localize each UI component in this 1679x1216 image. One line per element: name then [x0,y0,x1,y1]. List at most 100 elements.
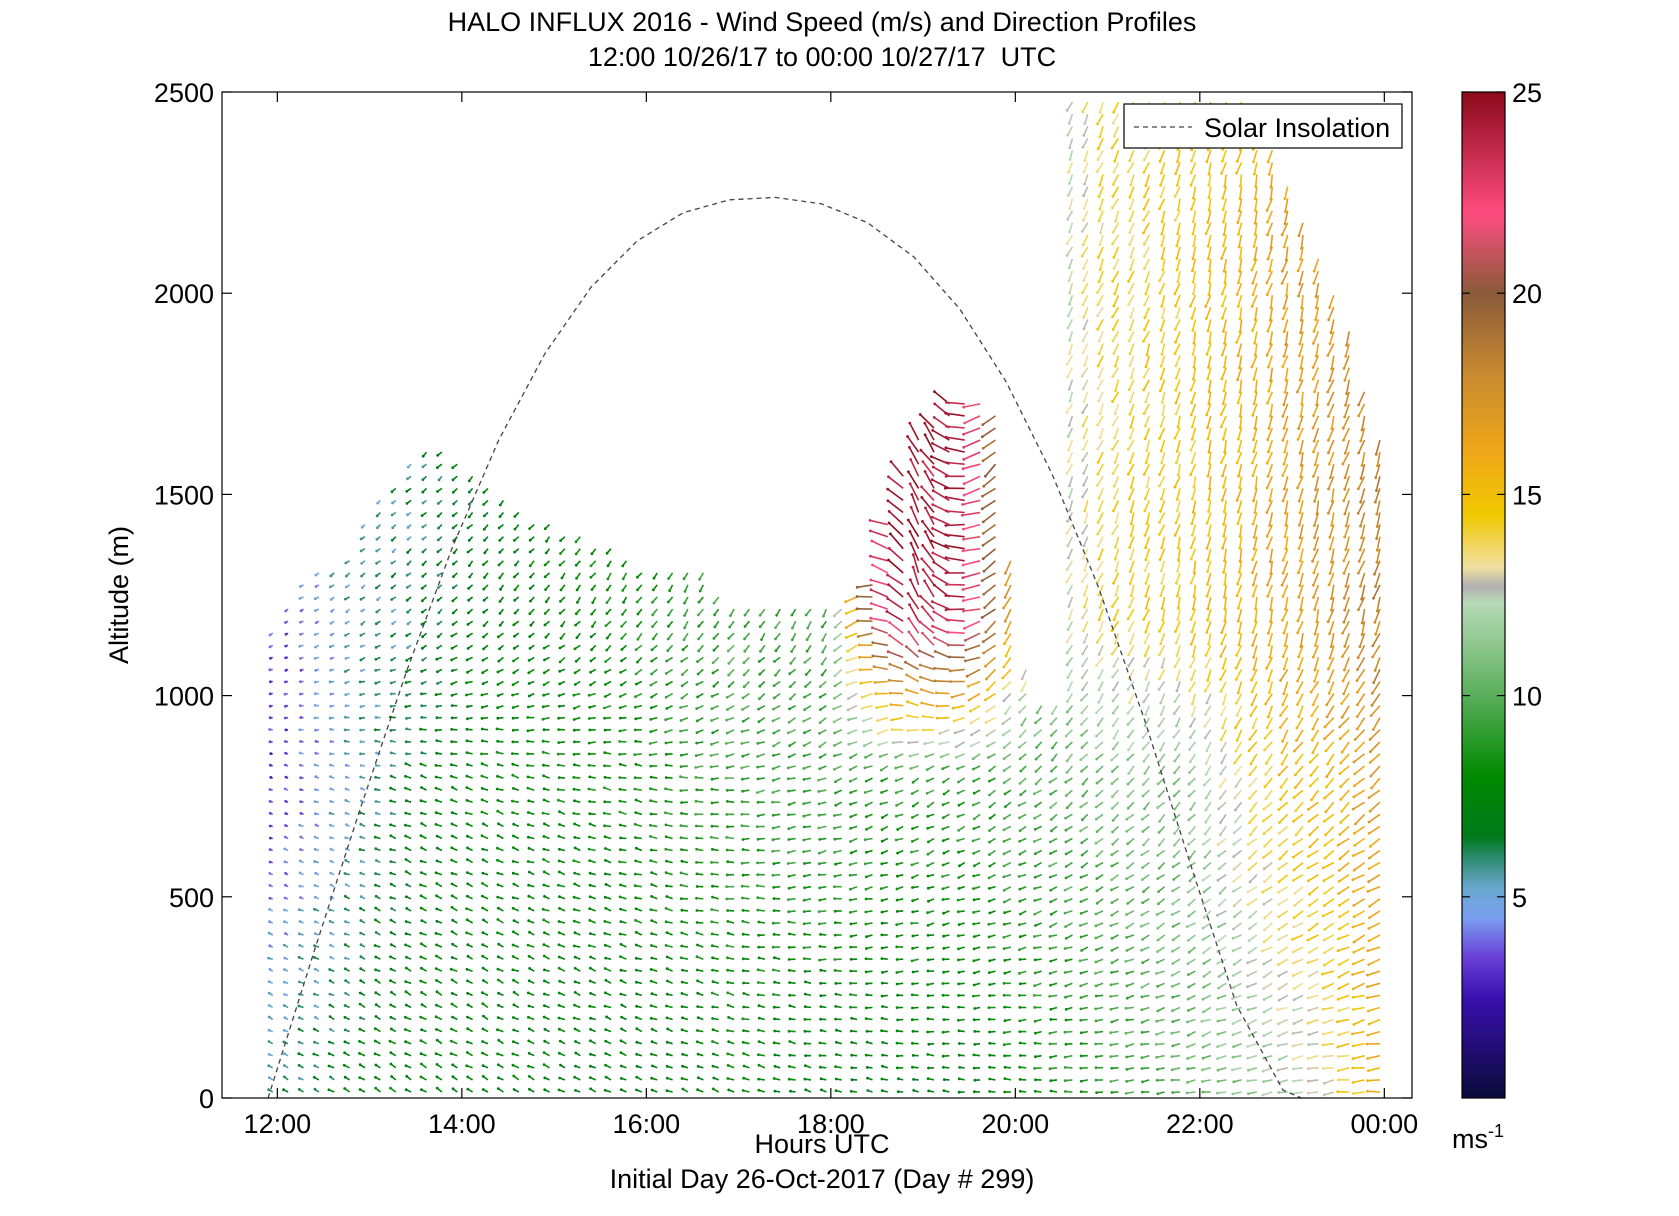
wind-vector-head [359,895,363,899]
wind-vector-head [620,648,624,651]
wind-vector-head [298,1076,301,1080]
wind-vector [482,584,489,591]
wind-vector-head [680,1028,684,1032]
wind-vector [434,823,443,828]
wind-vector [436,499,443,505]
wind-vector [344,584,351,589]
wind-vector-head [329,1075,332,1079]
wind-vector-head [389,860,393,863]
wind-vector-head [683,590,687,593]
wind-vector-head [359,822,363,826]
wind-vector [389,943,397,948]
wind-vector [634,1016,643,1021]
wind-vector [405,632,412,637]
wind-vector [788,1004,796,1009]
wind-vector-head [543,575,547,579]
wind-vector-head [468,575,472,579]
wind-vector [482,979,489,984]
wind-vector-head [543,1039,547,1043]
wind-vector [344,656,350,660]
wind-vector [373,1039,381,1045]
wind-vector [419,979,427,985]
wind-vector-head [787,1029,791,1033]
wind-vector [650,895,658,900]
wind-vector [589,1016,596,1021]
wind-vector [755,789,766,794]
wind-vector [359,967,366,972]
wind-vector [373,944,381,948]
wind-vector [329,692,335,696]
wind-vector-head [604,1052,608,1055]
wind-vector [267,1076,274,1081]
wind-vector [374,728,381,732]
wind-vector-head [664,787,667,791]
wind-vector-head [802,825,806,829]
wind-vector [587,692,596,697]
wind-vector-head [511,762,515,766]
wind-vector [314,775,320,779]
wind-vector [481,1040,489,1045]
wind-vector [511,752,519,755]
wind-vector-head [327,1064,331,1068]
wind-vector-head [652,576,656,580]
wind-vector-head [650,992,654,996]
wind-vector [649,1004,658,1009]
wind-vector-head [634,672,638,676]
wind-vector-head [314,573,318,577]
wind-vector [679,956,689,960]
wind-vector-head [299,835,303,839]
wind-vector [802,777,812,781]
wind-vector-head [449,774,453,778]
wind-vector [649,1016,658,1021]
wind-vector-head [636,612,640,616]
wind-vector-head [391,550,395,554]
wind-vector [541,739,550,743]
wind-vector-head [634,836,637,839]
wind-vector-head [421,490,425,494]
wind-vector-head [806,626,810,630]
wind-vector [743,644,751,653]
wind-vector [283,847,289,852]
wind-vector [404,680,412,684]
wind-vector [269,776,273,779]
wind-vector [496,955,504,960]
wind-vector [496,763,504,767]
wind-vector-head [758,625,762,629]
wind-vector [359,931,366,936]
wind-vector [329,632,335,637]
wind-vector-head [450,728,454,731]
wind-vector-head [434,786,438,790]
wind-vector [740,729,750,733]
wind-vector [560,572,566,580]
wind-vector-head [482,979,485,982]
wind-vector-head [803,992,807,996]
wind-vector-head [695,885,699,888]
wind-vector-head [665,955,669,959]
wind-vector [664,668,674,675]
wind-vector-head [694,799,698,803]
wind-vector-head [573,846,577,850]
wind-vector [543,968,550,972]
wind-vector-head [727,1016,730,1019]
wind-vector-head [268,968,272,971]
wind-vector-head [665,931,669,934]
wind-vector-head [802,946,806,950]
wind-vector [603,800,612,804]
wind-vector-head [283,1075,286,1079]
wind-vector [771,968,781,972]
wind-vector-head [421,563,425,566]
wind-vector [344,644,350,649]
wind-vector [497,1003,504,1009]
wind-vector-head [390,634,394,638]
wind-vector-head [544,635,548,639]
wind-vector [802,716,812,723]
wind-vector-head [727,1040,731,1044]
wind-vector [419,859,427,864]
wind-vector-head [528,930,531,934]
wind-vector-head [373,1052,377,1056]
wind-vector-head [466,991,469,995]
wind-vector-head [572,1016,576,1020]
wind-vector [541,750,550,755]
wind-vector [329,620,335,625]
wind-vector [759,644,766,653]
